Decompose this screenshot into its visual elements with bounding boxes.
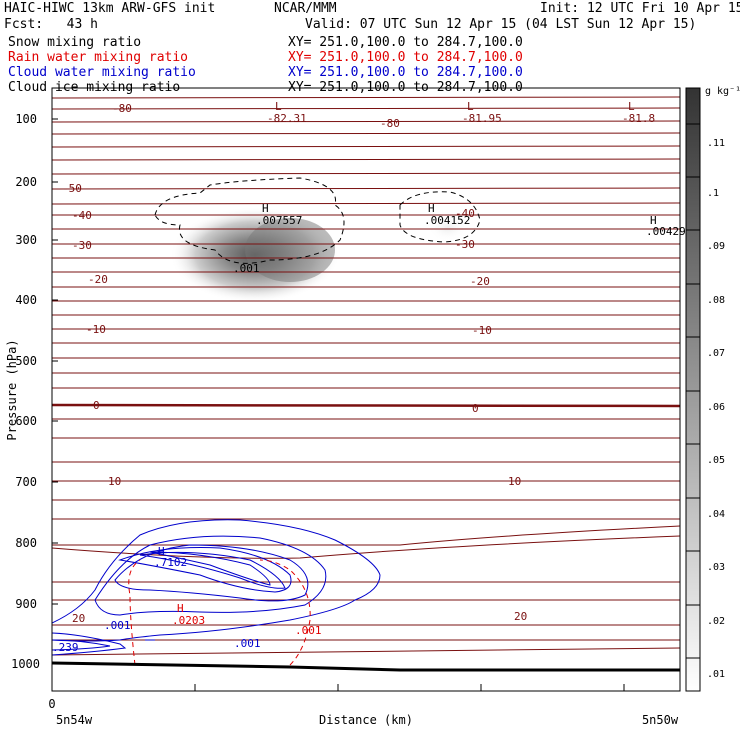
low-letter: L [467,100,474,113]
colorbar-tick: .07 [707,348,725,359]
low-value: -81.8 [622,112,655,125]
colorbar-tick: .02 [707,616,725,627]
cloud-water-contours [52,519,381,656]
y-tick-200: 200 [15,175,37,189]
org-label: NCAR/MMM [274,1,337,16]
cloud-water-contour-label: .001 [234,637,261,650]
y-axis-label: Pressure (hPa) [5,339,19,440]
y-axis-ticks [52,118,625,691]
temp-label-left: -80 [112,102,132,115]
valid-time: Valid: 07 UTC Sun 12 Apr 15 (04 LST Sun … [305,17,697,32]
cloud-water-high-value: .7102 [154,556,187,569]
temp-label-mid: -40 [455,207,475,220]
field-cloudwater-name: Cloud water mixing ratio [8,65,196,80]
y-tick-900: 900 [15,597,37,611]
plot-frame [51,87,681,692]
y-tick-600: 600 [15,414,37,428]
isotherms [52,96,680,656]
rain-labels: H .0203 .001 [172,602,322,637]
x-tick-0: 0 [48,697,55,711]
field-snow-name: Snow mixing ratio [8,35,142,50]
colorbar-tick: .09 [707,241,725,252]
high-letter: H [650,214,657,227]
isotherm-zero [52,403,680,408]
temp-label-mid: 20 [514,610,527,623]
high-letter: H [262,202,269,215]
colorbar-tick-labels: g kg⁻¹ .11 .1 .09 .08 .07 .06 .05 .04 .0… [705,86,740,680]
cloud-water-labels: H .7102 .001 .001 .239 [52,545,261,654]
colorbar-tick: .1 [707,188,719,199]
snow-shading-secondary [428,214,468,242]
low-value: -81.95 [462,112,502,125]
high-letter: H [428,202,435,215]
low-letter: L [275,100,282,113]
high-letter: H [158,545,165,558]
snow-contours [154,177,481,264]
colorbar-tick: .11 [707,138,725,149]
temp-label-left: -30 [72,239,92,252]
temp-label-left: -50 [62,182,82,195]
colorbar-tick: .06 [707,402,725,413]
y-tick-700: 700 [15,475,37,489]
terrain-line [52,661,680,672]
low-letter: L [628,100,635,113]
temp-label-left: 20 [72,612,85,625]
y-tick-1000: 1000 [11,657,40,671]
colorbar-tick: .04 [707,509,725,520]
colorbar-tick: .03 [707,562,725,573]
field-rain-xy: XY= 251.0,100.0 to 284.7,100.0 [288,50,523,65]
snow-contour-label: .001 [233,262,260,275]
temp-label-left: -20 [88,273,108,286]
snow-core [245,218,335,282]
colorbar [685,87,701,692]
y-tick-labels: 100 200 300 400 500 600 700 800 900 1000 [11,112,40,671]
temp-label-left: -40 [72,209,92,222]
rain-high-value: .0203 [172,614,205,627]
colorbar-unit: g kg⁻¹ [705,86,740,97]
temp-label-mid: 10 [508,475,521,488]
temp-label-mid: -20 [470,275,490,288]
field-snow-xy: XY= 251.0,100.0 to 284.7,100.0 [288,35,523,50]
colorbar-tick: .01 [707,669,725,680]
x-axis-label: Distance (km) [319,713,413,727]
cloud-water-edge-value: .239 [52,641,79,654]
temp-label-mid: -10 [472,324,492,337]
temp-label-left: 10 [108,475,121,488]
isotherm-labels: -80 -50 -40 -30 -20 -10 0 10 20 -80 -40 … [62,102,527,625]
colorbar-dividers [686,123,700,659]
x-right-endpoint: 5n50w [642,713,679,727]
temp-label-mid: 0 [472,402,479,415]
y-tick-400: 400 [15,293,37,307]
rain-contours [128,559,311,666]
low-markers: L -82.31 L -81.95 L -81.8 [267,100,655,125]
temp-label-left: 0 [93,399,100,412]
snow-high-markers: H .007557 H .004152 H .00429 .001 [233,202,686,275]
colorbar-tick: .05 [707,455,725,466]
x-left-endpoint: 5n54w [56,713,93,727]
y-tick-500: 500 [15,354,37,368]
snow-high-value: .00429 [646,225,686,238]
snow-high-value: .004152 [424,214,470,227]
forecast-hour: Fcst: 43 h [4,17,98,32]
cloud-water-contour-label: .001 [104,619,131,632]
colorbar-tick: .08 [707,295,725,306]
low-value: -82.31 [267,112,307,125]
init-time: Init: 12 UTC Fri 10 Apr 15 [540,1,740,16]
snow-high-value: .007557 [256,214,302,227]
field-cloudwater-xy: XY= 251.0,100.0 to 284.7,100.0 [288,65,523,80]
y-tick-100: 100 [15,112,37,126]
temp-label-left: -10 [86,323,106,336]
high-letter: H [177,602,184,615]
temp-label-mid: -80 [380,117,400,130]
y-tick-800: 800 [15,536,37,550]
y-tick-300: 300 [15,233,37,247]
model-title: HAIC-HIWC 13km ARW-GFS init [4,1,216,16]
temp-label-mid: -30 [455,238,475,251]
field-rain-name: Rain water mixing ratio [8,50,189,65]
rain-contour-label: .001 [295,624,322,637]
